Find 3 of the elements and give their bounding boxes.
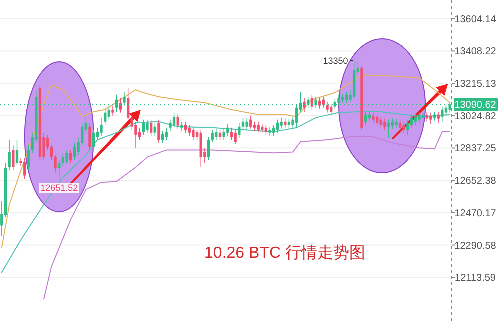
annotation: 13350: [323, 56, 348, 66]
title: 10.26 BTC 行情走势图: [204, 245, 366, 262]
annotation: 12651.52: [39, 183, 80, 194]
